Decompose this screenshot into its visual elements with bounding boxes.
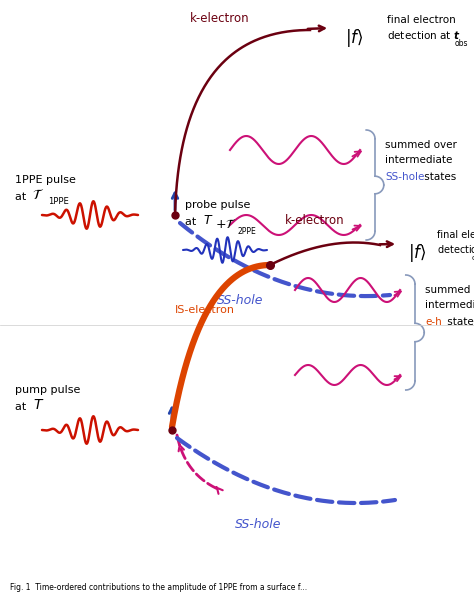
Text: $|f\rangle$: $|f\rangle$ bbox=[408, 242, 427, 264]
Text: detection at $\bfit{t}$: detection at $\bfit{t}$ bbox=[387, 29, 460, 41]
Text: summed over: summed over bbox=[425, 285, 474, 295]
Text: k-electron: k-electron bbox=[190, 12, 250, 25]
Text: $T$: $T$ bbox=[203, 214, 213, 226]
Text: states: states bbox=[421, 172, 456, 182]
Text: e-h: e-h bbox=[425, 317, 442, 327]
Text: intermediate: intermediate bbox=[385, 155, 452, 165]
Text: at: at bbox=[15, 192, 30, 202]
Text: at: at bbox=[15, 402, 30, 412]
Text: 2PPE: 2PPE bbox=[238, 226, 257, 235]
Text: pump pulse: pump pulse bbox=[15, 385, 81, 395]
Text: k-electron: k-electron bbox=[285, 214, 345, 227]
Text: 1PPE pulse: 1PPE pulse bbox=[15, 175, 76, 185]
Text: intermediate: intermediate bbox=[425, 300, 474, 310]
Text: probe pulse: probe pulse bbox=[185, 200, 250, 210]
Text: SS-hole: SS-hole bbox=[235, 518, 281, 532]
Text: summed over: summed over bbox=[385, 140, 457, 150]
Text: detection at $\bfit{t}$: detection at $\bfit{t}$ bbox=[437, 243, 474, 255]
Text: $T$: $T$ bbox=[33, 398, 45, 412]
Text: SS-hole: SS-hole bbox=[217, 293, 263, 307]
Text: at: at bbox=[185, 217, 200, 227]
Text: obs: obs bbox=[455, 39, 468, 48]
Text: Fig. 1  Time-ordered contributions to the amplitude of 1PPE from a surface f...: Fig. 1 Time-ordered contributions to the… bbox=[10, 583, 307, 592]
Text: $\mathcal{T}$: $\mathcal{T}$ bbox=[32, 188, 44, 202]
Text: $|f\rangle$: $|f\rangle$ bbox=[345, 27, 364, 49]
Text: final electron: final electron bbox=[437, 230, 474, 240]
Text: states: states bbox=[444, 317, 474, 327]
Text: IS-electron: IS-electron bbox=[175, 305, 235, 315]
Text: 1PPE: 1PPE bbox=[48, 197, 69, 206]
Text: SS-hole: SS-hole bbox=[385, 172, 424, 182]
Text: final electron: final electron bbox=[387, 15, 456, 25]
Text: $+\mathcal{T}$: $+\mathcal{T}$ bbox=[215, 218, 237, 231]
Text: obs: obs bbox=[472, 255, 474, 261]
